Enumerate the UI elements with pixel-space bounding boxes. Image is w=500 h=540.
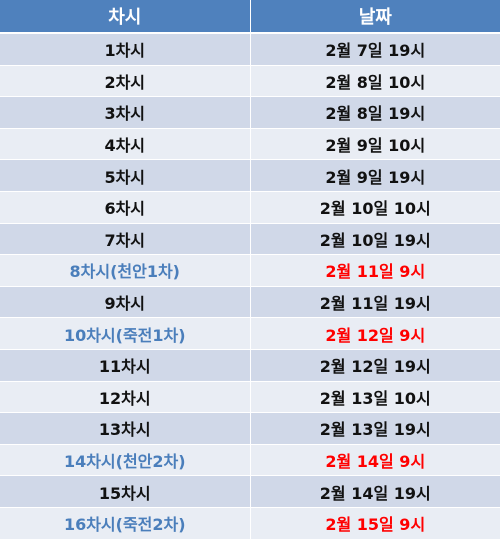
table-row: 8차시(천안1차) 2월 11일 9시 [0, 254, 500, 287]
date-cell: 2월 14일 9시 [250, 444, 500, 477]
date-cell: 2월 8일 10시 [250, 65, 500, 98]
table-row: 11차시 2월 12일 19시 [0, 349, 500, 382]
table-header: 차시 날짜 [0, 0, 500, 34]
table-row: 15차시 2월 14일 19시 [0, 475, 500, 508]
table-row: 16차시(죽전2차) 2월 15일 9시 [0, 507, 500, 540]
header-row: 차시 날짜 [0, 0, 500, 34]
table-row: 10차시(죽전1차) 2월 12일 9시 [0, 317, 500, 350]
date-cell: 2월 9일 10시 [250, 128, 500, 161]
table-body: 1차시 2월 7일 19시 2차시 2월 8일 10시 3차시 2월 8일 19시 4차시 2… [0, 33, 500, 540]
round-cell: 9차시 [0, 286, 251, 319]
table-row: 4차시 2월 9일 10시 [0, 128, 500, 161]
round-cell: 3차시 [0, 96, 251, 129]
table-row: 2차시 2월 8일 10시 [0, 65, 500, 98]
table-row: 5차시 2월 9일 19시 [0, 159, 500, 192]
round-cell: 12차시 [0, 381, 251, 414]
date-cell: 2월 14일 19시 [250, 475, 500, 508]
round-cell: 8차시(천안1차) [0, 254, 251, 287]
round-cell: 11차시 [0, 349, 251, 382]
table-row: 14차시(천안2차) 2월 14일 9시 [0, 444, 500, 477]
date-cell: 2월 10일 10시 [250, 191, 500, 224]
date-cell: 2월 7일 19시 [250, 33, 500, 66]
round-cell: 13차시 [0, 412, 251, 445]
round-cell: 2차시 [0, 65, 251, 98]
round-cell: 4차시 [0, 128, 251, 161]
date-cell: 2월 8일 19시 [250, 96, 500, 129]
table-row: 6차시 2월 10일 10시 [0, 191, 500, 224]
round-cell: 16차시(죽전2차) [0, 507, 251, 540]
table-row: 13차시 2월 13일 19시 [0, 412, 500, 445]
round-cell: 6차시 [0, 191, 251, 224]
table-row: 1차시 2월 7일 19시 [0, 33, 500, 66]
round-cell: 7차시 [0, 223, 251, 256]
date-cell: 2월 11일 19시 [250, 286, 500, 319]
round-cell: 5차시 [0, 159, 251, 192]
table-row: 7차시 2월 10일 19시 [0, 223, 500, 256]
round-cell: 1차시 [0, 33, 251, 66]
date-cell: 2월 9일 19시 [250, 159, 500, 192]
date-cell: 2월 12일 19시 [250, 349, 500, 382]
header-date: 날짜 [250, 0, 500, 34]
date-cell: 2월 13일 10시 [250, 381, 500, 414]
table-row: 12차시 2월 13일 10시 [0, 381, 500, 414]
date-cell: 2월 10일 19시 [250, 223, 500, 256]
round-cell: 14차시(천안2차) [0, 444, 251, 477]
date-cell: 2월 13일 19시 [250, 412, 500, 445]
date-cell: 2월 11일 9시 [250, 254, 500, 287]
table-row: 9차시 2월 11일 19시 [0, 286, 500, 319]
round-cell: 10차시(죽전1차) [0, 317, 251, 350]
date-cell: 2월 15일 9시 [250, 507, 500, 540]
header-round: 차시 [0, 0, 251, 34]
date-cell: 2월 12일 9시 [250, 317, 500, 350]
table-row: 3차시 2월 8일 19시 [0, 96, 500, 129]
round-cell: 15차시 [0, 475, 251, 508]
